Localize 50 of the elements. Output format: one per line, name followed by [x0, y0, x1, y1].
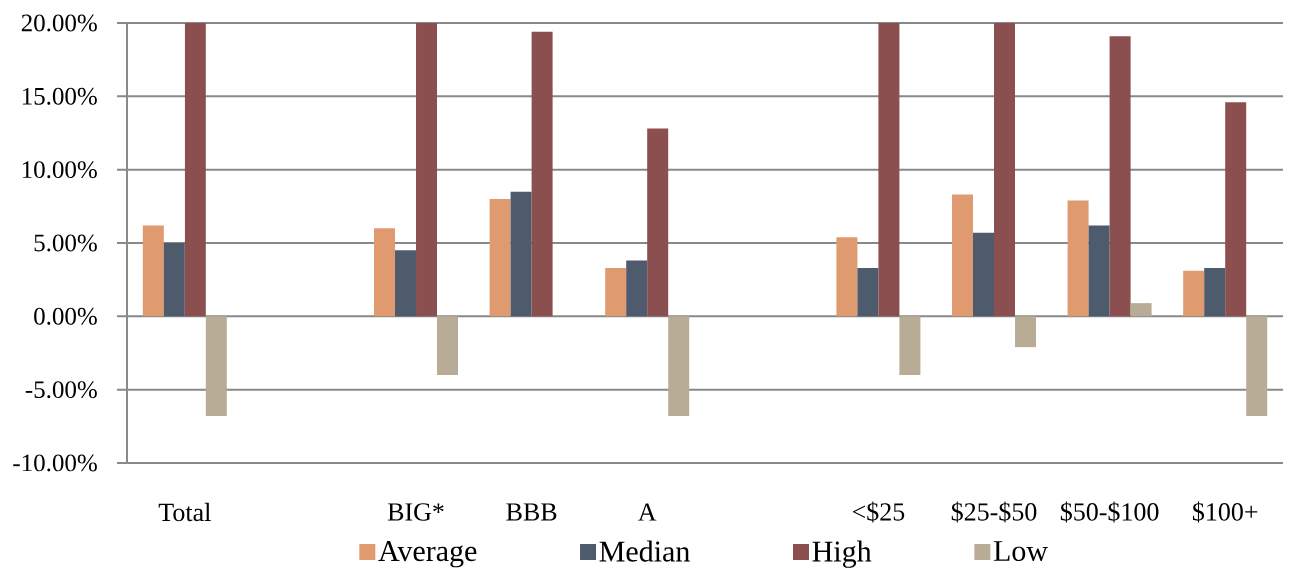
bar [395, 250, 417, 317]
bar [1088, 225, 1110, 317]
y-tick-label: -5.00% [25, 381, 97, 399]
x-tick-label: $100+ [1192, 501, 1258, 523]
bar [1204, 267, 1226, 317]
bar [1015, 316, 1036, 348]
x-tick-label: Total [158, 502, 211, 522]
bar [857, 267, 879, 317]
x-tick-label: BIG* [387, 503, 444, 521]
y-tick-label: -10.00% [13, 454, 97, 472]
x-tick-label: BBB [506, 503, 557, 521]
bar [626, 260, 648, 317]
bar [437, 316, 459, 375]
x-tick-label: <$25 [852, 501, 905, 523]
bar [205, 316, 227, 417]
y-tick-label: 20.00% [21, 14, 97, 32]
y-tick-label: 10.00% [22, 161, 97, 179]
bar [878, 23, 900, 317]
bar [1246, 316, 1268, 417]
bar [973, 232, 994, 317]
y-tick-label: 5.00% [34, 234, 97, 252]
bar [1130, 303, 1152, 317]
bar [899, 316, 921, 375]
bar [1109, 36, 1131, 317]
bar [1225, 102, 1247, 317]
legend-label: Median [599, 540, 690, 562]
x-tick-label: $25-$50 [951, 501, 1037, 523]
x-tick-label: A [638, 503, 657, 521]
legend-label: Average [378, 541, 477, 568]
bar [668, 316, 690, 417]
bar [142, 225, 164, 317]
bar [531, 31, 553, 317]
bar [605, 267, 627, 317]
bar [1067, 200, 1089, 317]
y-tick-label: 15.00% [22, 87, 97, 105]
y-tick-label: 0.00% [34, 307, 97, 325]
bar [184, 23, 206, 317]
bar [510, 191, 532, 317]
bar [489, 198, 511, 317]
bar [163, 242, 185, 317]
x-tick-label: $50-$100 [1060, 501, 1159, 523]
bar [952, 194, 973, 317]
bar [1183, 270, 1205, 317]
bar [647, 128, 669, 317]
legend-label: High [812, 540, 872, 568]
legend-label: Low [993, 541, 1048, 562]
bar [994, 23, 1015, 317]
bar [374, 228, 396, 317]
bar [416, 23, 438, 317]
bar [836, 237, 858, 317]
